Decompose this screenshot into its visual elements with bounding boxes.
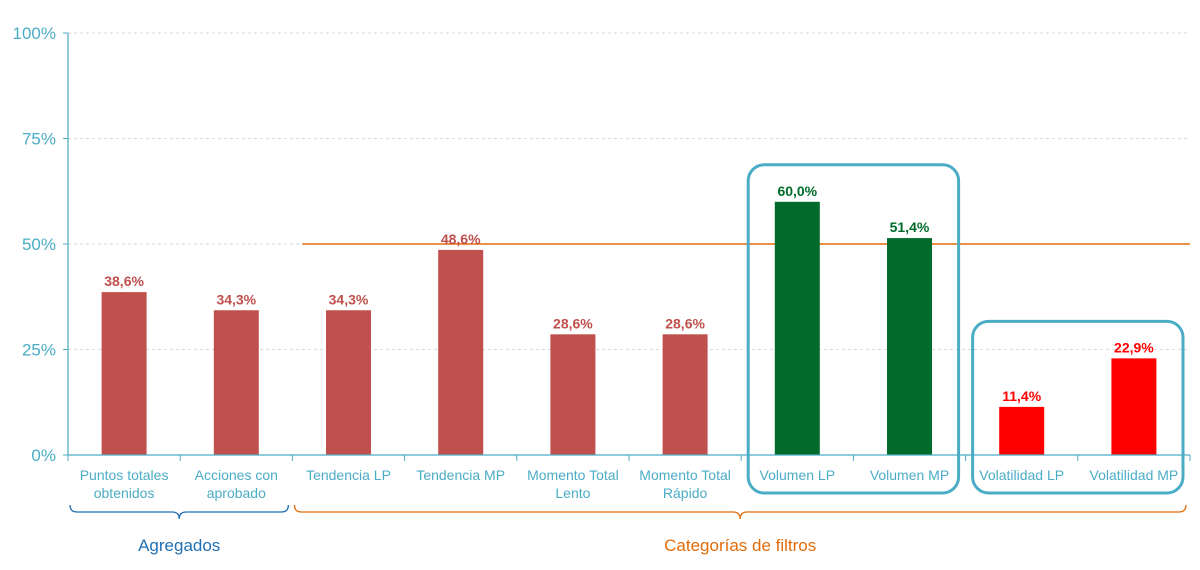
highlight-box [746, 163, 961, 495]
category-label-line: Volumen LP [760, 467, 836, 483]
data-label: 51,4% [890, 219, 930, 235]
y-tick-label: 100% [13, 24, 56, 43]
category-label: Momento Total Lento [527, 467, 619, 501]
highlight-boxes [746, 163, 1185, 495]
bar [213, 310, 259, 455]
category-label: Acciones con aprobado [195, 467, 278, 501]
y-tick-label: 25% [22, 341, 56, 360]
axes: 0% 25% 50% 75% 100% [13, 24, 1191, 465]
bar [887, 238, 932, 455]
group-label: Agregados [138, 536, 220, 555]
data-label: 34,3% [329, 291, 369, 307]
category-label: Volatilidad MP [1090, 467, 1179, 483]
bar [326, 310, 371, 455]
category-label-line: Momento Total [639, 467, 731, 483]
y-tick-label: 50% [22, 235, 56, 254]
bar [662, 334, 708, 455]
data-label: 60,0% [777, 183, 817, 199]
category-label-line: Acciones con [195, 467, 278, 483]
category-label-line: Volatilidad MP [1090, 467, 1179, 483]
category-label-line: Rápido [663, 485, 708, 501]
bars [101, 201, 1157, 455]
category-label-line: Tendencia LP [306, 467, 391, 483]
data-label: 48,6% [441, 231, 481, 247]
category-label-line: aprobado [207, 485, 266, 501]
data-label: 22,9% [1114, 339, 1154, 355]
category-label-line: Tendencia MP [416, 467, 505, 483]
group-label: Categorías de filtros [664, 536, 816, 555]
data-label: 38,6% [104, 273, 144, 289]
highlight-box [971, 319, 1185, 495]
group-bracket [293, 504, 1187, 520]
category-label-line: Volumen MP [870, 467, 949, 483]
category-label: Puntos totales obtenidos [80, 467, 169, 501]
bar [550, 334, 596, 455]
data-label: 28,6% [665, 315, 705, 331]
bar [1111, 358, 1157, 455]
bar [438, 249, 484, 455]
category-label: Volumen LP [760, 467, 836, 483]
category-label: Momento Total Rápido [639, 467, 731, 501]
data-label: 28,6% [553, 315, 593, 331]
y-tick-label: 0% [31, 446, 56, 465]
group-brackets: Agregados Categorías de filtros [69, 504, 1187, 555]
category-label: Volumen MP [870, 467, 949, 483]
data-label: 11,4% [1002, 388, 1041, 404]
category-label-line: Lento [555, 485, 590, 501]
bar [774, 201, 820, 455]
labels: 38,6% Puntos totales obtenidos 34,3% Accione… [80, 183, 1179, 501]
category-label: Tendencia LP [306, 467, 391, 483]
category-label-line: obtenidos [94, 485, 155, 501]
bar [999, 406, 1045, 455]
category-label: Volatilidad LP [979, 467, 1064, 483]
category-label: Tendencia MP [416, 467, 505, 483]
y-tick-label: 75% [22, 130, 56, 149]
group-bracket [69, 504, 290, 520]
data-label: 34,3% [216, 291, 256, 307]
category-label-line: Puntos totales [80, 467, 169, 483]
category-label-line: Momento Total [527, 467, 619, 483]
category-label-line: Volatilidad LP [979, 467, 1064, 483]
bar [101, 292, 147, 455]
